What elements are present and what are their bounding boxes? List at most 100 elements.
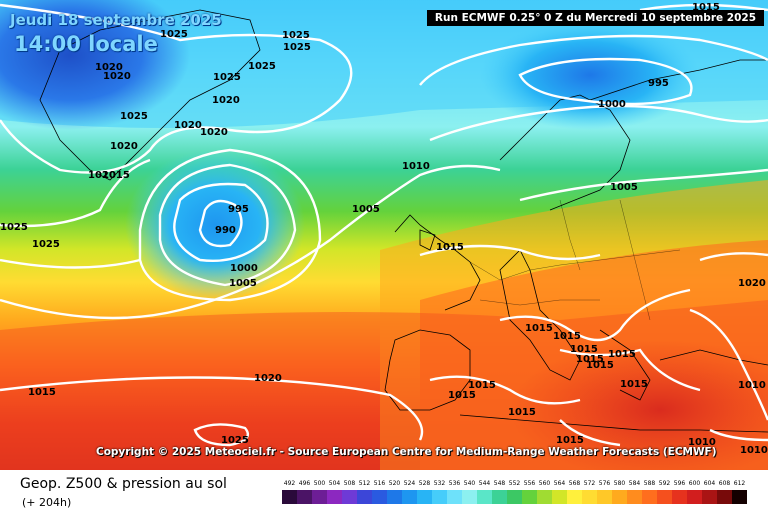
isobar-label: 1025 [213, 72, 241, 83]
legend-color-swatch [312, 490, 327, 504]
isobar-label: 1015 [608, 349, 636, 360]
isobar-label: 1010 [740, 445, 768, 456]
isobars [0, 3, 768, 447]
isobar-label: 1015 [28, 387, 56, 398]
isobar-label: 990 [215, 225, 236, 236]
isobar-label: 1015 [586, 360, 614, 371]
legend-value-label: 524 [403, 480, 416, 487]
isobar-label: 1015 [468, 380, 496, 391]
isobar-label: 1025 [120, 111, 148, 122]
legend-value-label: 612 [733, 480, 746, 487]
legend-value-label: 572 [583, 480, 596, 487]
isobar-label: 1015 [620, 379, 648, 390]
legend-color-swatch [702, 490, 717, 504]
legend-color-swatch [492, 490, 507, 504]
legend-color-swatch [432, 490, 447, 504]
isobar-label: 1015 [102, 170, 130, 181]
isobar-label: 1010 [688, 437, 716, 448]
legend-value-label: 596 [673, 480, 686, 487]
legend-value-label: 496 [298, 480, 311, 487]
isobar-label: 1000 [230, 263, 258, 274]
isobar-label: 1015 [556, 435, 584, 446]
legend-color-swatch [717, 490, 732, 504]
legend-value-label: 512 [358, 480, 371, 487]
legend-color-swatch [597, 490, 612, 504]
isobar-label: 1020 [738, 278, 766, 289]
country-borders [469, 199, 681, 321]
legend-color-swatch [477, 490, 492, 504]
forecast-lead-time: (+ 204h) [22, 496, 72, 509]
legend-color-swatch [612, 490, 627, 504]
isobar-label: 1020 [103, 71, 131, 82]
isobar-label: 1015 [692, 2, 720, 13]
legend-value-label: 584 [628, 480, 641, 487]
legend-color-swatch [657, 490, 672, 504]
isobar-label: 1020 [254, 373, 282, 384]
legend-value-label: 544 [478, 480, 491, 487]
legend-color-swatch [672, 490, 687, 504]
legend-color-swatch [627, 490, 642, 504]
legend-value-label: 560 [538, 480, 551, 487]
legend-value-label: 588 [643, 480, 656, 487]
isobar-label: 1005 [229, 278, 257, 289]
legend-value-label: 516 [373, 480, 386, 487]
legend-color-swatch [402, 490, 417, 504]
legend-color-swatch [582, 490, 597, 504]
weather-map: 1025 1025 1025 1020 1020 1025 1025 1020 … [0, 0, 768, 470]
legend-color-swatch [462, 490, 477, 504]
isobar-label: 1015 [576, 354, 604, 365]
isobar-label: 1010 [738, 380, 766, 391]
legend-color-swatch [642, 490, 657, 504]
legend-color-swatch [372, 490, 387, 504]
legend-color-swatch [282, 490, 297, 504]
isobar-label: 1020 [110, 141, 138, 152]
isobar-label: 1025 [283, 42, 311, 53]
isobar-label: 1025 [32, 239, 60, 250]
isobar-label: 1005 [352, 204, 380, 215]
legend-color-swatch [537, 490, 552, 504]
legend-value-label: 564 [553, 480, 566, 487]
legend-color-swatch [522, 490, 537, 504]
legend-color-swatch [297, 490, 312, 504]
isobar-label: 1020 [212, 95, 240, 106]
isobar-label: 1020 [174, 120, 202, 131]
legend-value-label: 580 [613, 480, 626, 487]
legend-color-swatch [342, 490, 357, 504]
legend-value-label: 552 [508, 480, 521, 487]
isobar-label: 1010 [402, 161, 430, 172]
legend-color-swatch [567, 490, 582, 504]
legend-value-label: 504 [328, 480, 341, 487]
low-pressure-area-northwest [0, 0, 190, 130]
isobar-label: 995 [648, 78, 669, 89]
legend-value-label: 592 [658, 480, 671, 487]
legend-value-label: 520 [388, 480, 401, 487]
isobar-label: 1005 [610, 182, 638, 193]
isobar-label: 1015 [508, 407, 536, 418]
copyright-notice: Copyright © 2025 Meteociel.fr - Source E… [96, 446, 717, 458]
map-title: Geop. Z500 & pression au sol [20, 476, 227, 492]
isobar-label: 1015 [448, 390, 476, 401]
legend-color-swatch [387, 490, 402, 504]
forecast-date: Jeudi 18 septembre 2025 [10, 11, 222, 29]
legend-value-label: 532 [433, 480, 446, 487]
legend-value-label: 508 [343, 480, 356, 487]
model-run-info: Run ECMWF 0.25° 0 Z du Mercredi 10 septe… [426, 10, 764, 26]
isobar-label: 1015 [525, 323, 553, 334]
legend-value-label: 600 [688, 480, 701, 487]
isobar-label: 995 [228, 204, 249, 215]
isobar-label: 1015 [553, 331, 581, 342]
isobar-label: 1025 [221, 435, 249, 446]
legend-value-label: 576 [598, 480, 611, 487]
isobar-label: 1025 [0, 222, 28, 233]
legend-value-label: 528 [418, 480, 431, 487]
legend-color-swatch [417, 490, 432, 504]
legend-value-label: 548 [493, 480, 506, 487]
isobar-label: 1025 [248, 61, 276, 72]
isobar-label: 1020 [95, 62, 123, 73]
isobar-label: 1025 [160, 29, 188, 40]
legend-color-swatch [732, 490, 747, 504]
legend-color-swatch [357, 490, 372, 504]
forecast-time: 14:00 locale [14, 32, 158, 56]
legend-value-label: 500 [313, 480, 326, 487]
legend-value-label: 604 [703, 480, 716, 487]
